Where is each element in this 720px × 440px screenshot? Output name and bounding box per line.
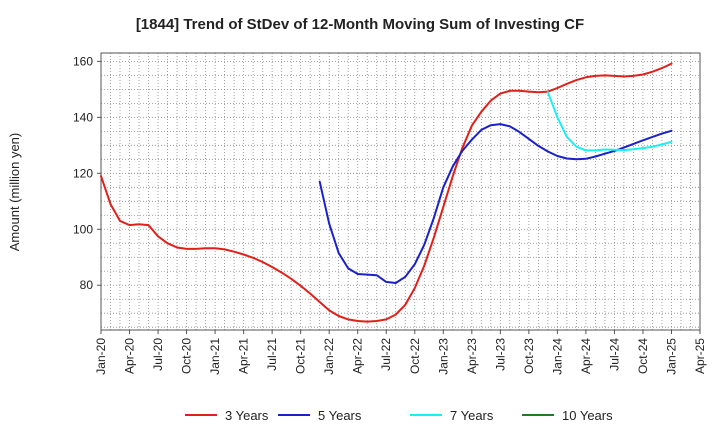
x-tick-label: Oct-22 bbox=[408, 338, 422, 374]
x-tick-label: Jan-20 bbox=[94, 338, 108, 375]
y-axis-label: Amount (million yen) bbox=[7, 133, 22, 252]
x-tick-label: Jan-25 bbox=[664, 338, 678, 375]
legend-label-10-years: 10 Years bbox=[562, 408, 613, 423]
x-tick-label: Jul-23 bbox=[493, 338, 507, 371]
x-tick-label: Apr-20 bbox=[123, 338, 137, 374]
x-tick-label: Jan-21 bbox=[208, 338, 222, 375]
x-tick-label: Jul-22 bbox=[379, 338, 393, 371]
legend-label-5-years: 5 Years bbox=[318, 408, 362, 423]
series-line-7-years bbox=[546, 91, 673, 152]
x-tick-label: Jul-24 bbox=[607, 338, 621, 371]
x-tick-label: Apr-25 bbox=[693, 338, 707, 374]
legend-label-3-years: 3 Years bbox=[225, 408, 269, 423]
x-tick-label: Jan-22 bbox=[322, 338, 336, 375]
x-tick-label: Apr-22 bbox=[351, 338, 365, 374]
series-line-5-years bbox=[318, 123, 673, 284]
x-tick-label: Jan-24 bbox=[550, 338, 564, 375]
plot-border bbox=[100, 52, 701, 331]
x-tick-label: Oct-24 bbox=[636, 338, 650, 374]
x-tick-label: Apr-24 bbox=[579, 338, 593, 374]
y-tick-label: 140 bbox=[73, 110, 93, 124]
y-tick-label: 120 bbox=[73, 166, 93, 180]
series-line-3-years bbox=[100, 62, 673, 323]
legend-label-7-years: 7 Years bbox=[450, 408, 494, 423]
chart-title: [1844] Trend of StDev of 12-Month Moving… bbox=[136, 16, 584, 33]
x-tick-label: Jul-20 bbox=[151, 338, 165, 371]
x-tick-label: Jul-21 bbox=[265, 338, 279, 371]
plot-area: 80 100 120 140 160 Jan-20 Apr-20 Jul-20 Oct-20 Ja… bbox=[73, 52, 707, 375]
x-tick-label: Oct-20 bbox=[180, 338, 194, 374]
y-tick-label: 80 bbox=[80, 278, 94, 292]
x-tick-label: Oct-21 bbox=[294, 338, 308, 374]
x-tick-label: Apr-21 bbox=[237, 338, 251, 374]
x-tick-label: Oct-23 bbox=[522, 338, 536, 374]
x-tick-label: Jan-23 bbox=[436, 338, 450, 375]
y-tick-label: 160 bbox=[73, 54, 93, 68]
legend: 3 Years 5 Years 7 Years 10 Years bbox=[185, 408, 613, 423]
y-tick-label: 100 bbox=[73, 222, 93, 236]
x-tick-label: Apr-23 bbox=[465, 338, 479, 374]
